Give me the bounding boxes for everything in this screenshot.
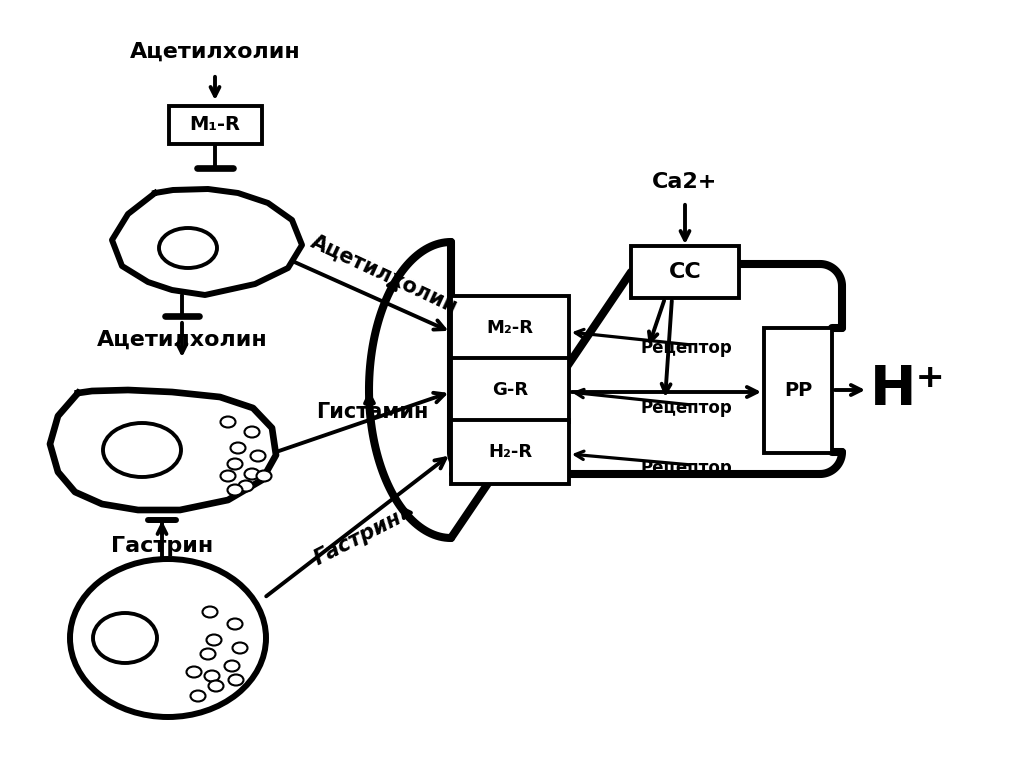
Text: Гастрин: Гастрин bbox=[310, 507, 406, 568]
Ellipse shape bbox=[227, 459, 243, 469]
Ellipse shape bbox=[227, 618, 243, 630]
Text: H⁺: H⁺ bbox=[870, 363, 946, 417]
Bar bbox=[764, 328, 831, 453]
Ellipse shape bbox=[220, 416, 236, 427]
Ellipse shape bbox=[209, 680, 223, 692]
Ellipse shape bbox=[70, 559, 266, 717]
Text: H₂-R: H₂-R bbox=[488, 443, 532, 461]
Ellipse shape bbox=[239, 480, 254, 492]
Text: CC: CC bbox=[669, 262, 701, 282]
Ellipse shape bbox=[103, 423, 181, 477]
Text: Гистамин: Гистамин bbox=[315, 402, 428, 422]
Text: Рецептор: Рецептор bbox=[640, 459, 732, 477]
Bar bbox=[451, 420, 569, 484]
Text: Рецептор: Рецептор bbox=[640, 339, 732, 357]
Ellipse shape bbox=[159, 228, 217, 268]
Ellipse shape bbox=[224, 660, 240, 671]
Ellipse shape bbox=[203, 607, 217, 617]
Bar bbox=[631, 246, 739, 298]
Text: PP: PP bbox=[784, 380, 812, 400]
Ellipse shape bbox=[205, 670, 219, 682]
Ellipse shape bbox=[230, 443, 246, 453]
Text: Гастрин: Гастрин bbox=[111, 536, 213, 556]
Text: G-R: G-R bbox=[492, 381, 528, 399]
Text: Ацетилхолин: Ацетилхолин bbox=[307, 231, 461, 317]
Ellipse shape bbox=[251, 450, 265, 462]
Text: Рецептор: Рецептор bbox=[640, 399, 732, 417]
Text: M₂-R: M₂-R bbox=[486, 319, 534, 337]
Ellipse shape bbox=[227, 485, 243, 495]
Ellipse shape bbox=[256, 470, 271, 482]
Bar bbox=[451, 296, 569, 360]
Text: Ацетилхолин: Ацетилхолин bbox=[130, 42, 300, 62]
Ellipse shape bbox=[201, 649, 215, 660]
Ellipse shape bbox=[207, 634, 221, 646]
Text: Ацетилхолин: Ацетилхолин bbox=[96, 330, 267, 350]
Ellipse shape bbox=[228, 674, 244, 686]
Ellipse shape bbox=[190, 690, 206, 702]
Ellipse shape bbox=[186, 667, 202, 677]
Ellipse shape bbox=[220, 470, 236, 482]
Bar bbox=[451, 358, 569, 422]
Text: M₁-R: M₁-R bbox=[189, 116, 241, 134]
Text: Ca2+: Ca2+ bbox=[652, 172, 718, 192]
Ellipse shape bbox=[245, 426, 259, 437]
Bar bbox=[169, 106, 261, 144]
Ellipse shape bbox=[232, 643, 248, 653]
Ellipse shape bbox=[245, 469, 259, 479]
Ellipse shape bbox=[93, 613, 157, 663]
